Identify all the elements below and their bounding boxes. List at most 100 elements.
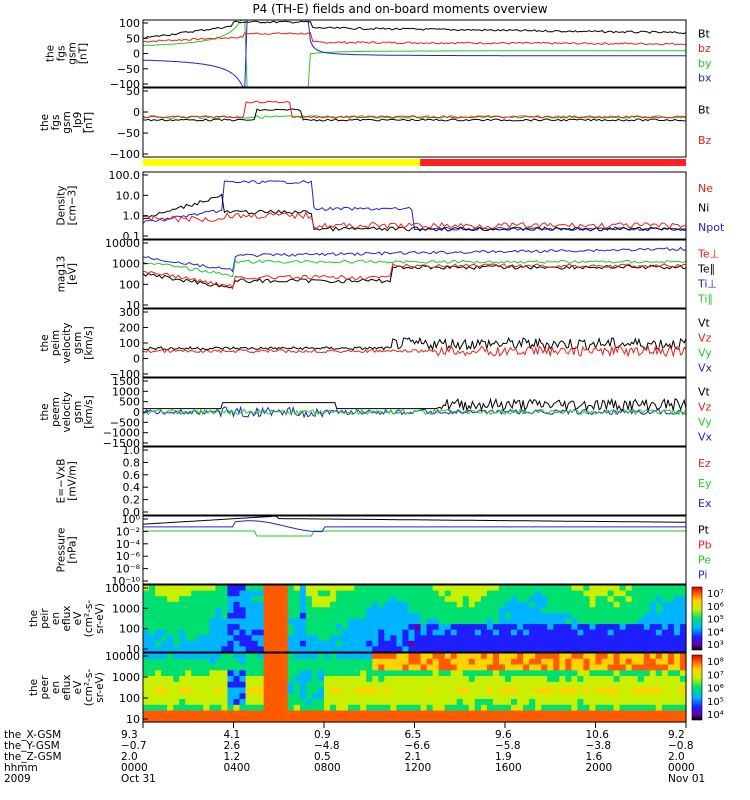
heatmap-cell (468, 693, 476, 700)
heatmap-cell (523, 681, 530, 689)
heatmap-cell (667, 596, 675, 603)
heatmap-cell (366, 607, 373, 614)
heatmap-cell (480, 704, 488, 712)
heatmap-cell (372, 601, 379, 608)
heatmap-cell (161, 607, 168, 614)
heatmap-cell (305, 618, 313, 625)
heatmap-cell (311, 585, 319, 592)
heatmap-cell (517, 716, 524, 723)
heatmap-cell (450, 716, 458, 723)
heatmap-cell (179, 629, 186, 636)
y-axis-label: [nT] (78, 43, 90, 64)
heatmap-cell (299, 640, 307, 647)
heatmap-cell (547, 693, 554, 700)
heatmap-cell (366, 699, 373, 706)
heatmap-cell (432, 612, 440, 620)
heatmap-cell (402, 629, 409, 636)
heatmap-cell (275, 710, 283, 717)
heatmap-cell (149, 585, 156, 592)
heatmap-cell (426, 658, 434, 666)
heatmap-cell (287, 716, 295, 723)
heatmap-cell (269, 658, 277, 666)
heatmap-cell (432, 664, 440, 671)
heatmap-cell (215, 640, 222, 647)
heatmap-cell (366, 640, 373, 647)
heatmap-cell (149, 704, 156, 712)
heatmap-cell (251, 635, 259, 642)
heatmap-cell (396, 607, 403, 614)
heatmap-cell (233, 716, 241, 723)
heatmap-cell (649, 590, 657, 597)
heatmap-cell (179, 710, 186, 717)
heatmap-cell (565, 640, 572, 647)
heatmap-cell (167, 596, 174, 603)
heatmap-cell (366, 635, 373, 642)
heatmap-cell (390, 664, 397, 671)
heatmap-cell (239, 670, 247, 677)
heatmap-cell (402, 693, 409, 700)
heatmap-cell (529, 590, 536, 597)
y-axis-label: Pressure (56, 528, 68, 573)
panel-peir-plot (143, 585, 687, 653)
heatmap-cell (227, 646, 235, 653)
heatmap-cell (667, 646, 675, 653)
heatmap-cell (450, 710, 458, 717)
heatmap-cell (432, 590, 440, 597)
y-tick-label: 0 (133, 106, 140, 119)
heatmap-cell (408, 699, 416, 706)
heatmap-cell (384, 618, 391, 625)
heatmap-cell (667, 618, 675, 625)
heatmap-cell (680, 629, 687, 636)
heatmap-cell (239, 629, 247, 636)
heatmap-cell (438, 653, 446, 660)
heatmap-cell (583, 658, 590, 666)
heatmap-cell (541, 612, 548, 620)
heatmap-cell (589, 653, 597, 660)
heatmap-cell (661, 629, 669, 636)
heatmap-cell (474, 658, 482, 666)
heatmap-cell (263, 676, 271, 683)
heatmap-cell (414, 693, 422, 700)
heatmap-cell (444, 693, 452, 700)
heatmap-cell (613, 635, 621, 642)
heatmap-cell (450, 607, 458, 614)
heatmap-cell (408, 640, 416, 647)
heatmap-cell (354, 590, 361, 597)
heatmap-cell (149, 624, 156, 631)
heatmap-cell (318, 590, 325, 597)
heatmap-cell (577, 618, 584, 625)
colorbar-tick-label: 10⁴ (707, 710, 724, 721)
time-axis-value: 2.6 (224, 740, 241, 752)
heatmap-cell (559, 710, 566, 717)
heatmap-cell (360, 618, 367, 625)
heatmap-cell (287, 681, 295, 689)
heatmap-cell (378, 716, 385, 723)
heatmap-cell (197, 693, 204, 700)
heatmap-cell (299, 658, 307, 666)
heatmap-cell (595, 590, 603, 597)
heatmap-cell (643, 676, 651, 683)
heatmap-cell (595, 635, 603, 642)
heatmap-cell (553, 585, 560, 592)
heatmap-cell (143, 624, 150, 631)
heatmap-cell (275, 716, 283, 723)
heatmap-cell (305, 676, 313, 683)
heatmap-cell (149, 635, 156, 642)
heatmap-cell (305, 710, 313, 717)
heatmap-cell (444, 590, 452, 597)
y-tick-label: 1000 (112, 258, 140, 271)
heatmap-cell (529, 710, 536, 717)
heatmap-cell (571, 601, 578, 608)
heatmap-cell (625, 635, 633, 642)
heatmap-cell (257, 596, 265, 603)
heatmap-cell (655, 618, 663, 625)
heatmap-cell (468, 590, 476, 597)
heatmap-cell (661, 676, 669, 683)
heatmap-cell (275, 676, 283, 683)
heatmap-cell (275, 693, 283, 700)
heatmap-cell (185, 693, 192, 700)
heatmap-cell (318, 612, 325, 620)
heatmap-cell (643, 687, 651, 694)
heatmap-cell (547, 585, 554, 592)
